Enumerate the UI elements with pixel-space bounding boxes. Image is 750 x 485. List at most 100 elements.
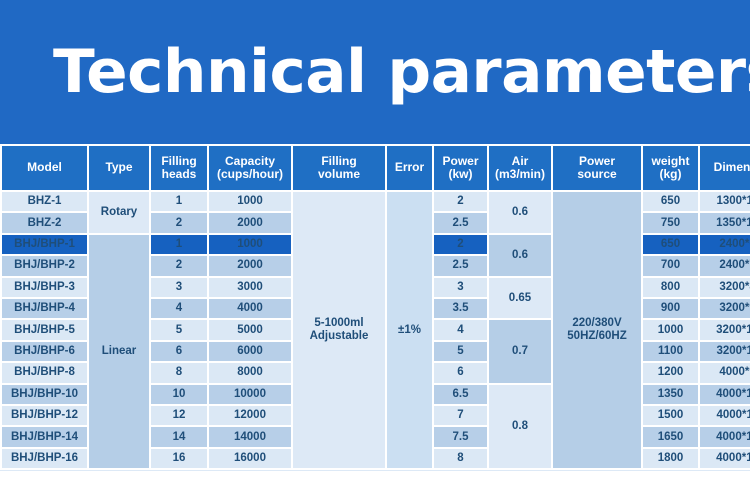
col-header-filling-volume: Filling volume [293,146,385,190]
bottom-white-strip [0,471,750,485]
col-header-type-label: Type [105,160,133,175]
cell-weight: 750 [643,213,698,233]
cell-model: BHJ/BHP-12 [2,405,87,426]
cell-weight: 900 [643,298,698,319]
col-header-weight-line2: (kg) [659,167,682,181]
cell-dimension: 4000*1100*1650 [700,405,750,426]
cell-dimension: 4000*1200*1650 [700,427,750,447]
cell-power: 4 [434,320,487,340]
cell-capacity: 14000 [209,427,291,447]
col-header-model: Model [2,146,87,190]
power-source-line2: 50HZ/60HZ [567,330,627,343]
cell-filling-volume: 5-1000ml Adjustable [293,192,385,469]
cell-model: BHJ/BHP-14 [2,427,87,447]
cell-weight: 650 [643,192,698,212]
cell-dimension: 1300*1140*1700 [700,192,750,212]
cell-capacity: 3000 [209,277,291,297]
cell-filling-heads: 1 [151,192,207,212]
cell-air: 0.6 [489,192,551,233]
cell-filling-heads: 14 [151,427,207,447]
cell-capacity: 1000 [209,234,291,255]
cell-filling-heads: 10 [151,384,207,404]
cell-model: BHZ-2 [2,213,87,233]
cell-power: 8 [434,448,487,469]
cell-power: 2 [434,234,487,255]
col-header-power-source-line2: source [577,167,617,181]
cell-capacity: 16000 [209,448,291,469]
cell-dimension: 2400*700*1700 [700,256,750,276]
col-header-dimension: Dimension(mm) [700,146,750,190]
col-header-dimension-label: Dimension(mm) [713,160,750,175]
cell-power-source: 220/380V 50HZ/60HZ [553,192,641,469]
table-row[interactable]: BHZ-1 Rotary 1 1000 5-1000ml Adjustable ±1% 2 0.… [2,192,750,469]
spec-table-container: Model Type Filling heads Capacity (cups/… [0,144,750,471]
cell-type-rotary: Rotary [89,192,149,233]
cell-capacity: 4000 [209,298,291,319]
col-header-filling-heads-line1: Filling [161,153,197,168]
cell-power: 6 [434,363,487,383]
col-header-filling-volume-line2: volume [317,167,360,181]
cell-error: ±1% [387,192,432,469]
cell-dimension: 4000*1300*1650 [700,448,750,469]
cell-power: 7 [434,405,487,426]
title-banner: Technical parameters [0,0,750,144]
cell-model: BHJ/BHP-3 [2,277,87,297]
cell-air: 0.7 [489,320,551,383]
col-header-error-label: Error [394,160,425,175]
cell-filling-heads: 16 [151,448,207,469]
cell-filling-heads: 1 [151,234,207,255]
filling-volume-line2: Adjustable [309,330,369,343]
col-header-type: Type [89,146,149,190]
col-header-capacity-line1: Capacity [224,153,276,168]
cell-capacity: 2000 [209,213,291,233]
cell-power: 2.5 [434,213,487,233]
cell-weight: 650 [643,234,698,255]
cell-model: BHJ/BHP-8 [2,363,87,383]
cell-power: 6.5 [434,384,487,404]
cell-capacity: 12000 [209,405,291,426]
cell-filling-heads: 2 [151,256,207,276]
cell-filling-heads: 2 [151,213,207,233]
cell-power: 3 [434,277,487,297]
col-header-filling-heads: Filling heads [151,146,207,190]
cell-capacity: 6000 [209,341,291,362]
cell-filling-heads: 4 [151,298,207,319]
col-header-power-source-line1: Power [578,153,615,168]
cell-model: BHZ-1 [2,192,87,212]
cell-filling-heads: 3 [151,277,207,297]
cell-dimension: 3200*800*1650 [700,277,750,297]
cell-model: BHJ/BHP-2 [2,256,87,276]
cell-model: BHJ/BHP-5 [2,320,87,340]
cell-model: BHJ/BHP-1 [2,234,87,255]
cell-capacity: 1000 [209,192,291,212]
cell-power: 5 [434,341,487,362]
cell-filling-heads: 8 [151,363,207,383]
cell-air: 0.65 [489,277,551,319]
col-header-air-line1: Air [511,153,529,168]
cell-filling-heads: 12 [151,405,207,426]
cell-dimension: 3200*1000*1650 [700,320,750,340]
cell-weight: 1500 [643,405,698,426]
cell-weight: 1800 [643,448,698,469]
cell-dimension: 4000*900*1650 [700,363,750,383]
cell-weight: 1000 [643,320,698,340]
col-header-filling-heads-line2: heads [161,167,197,181]
col-header-error: Error [387,146,432,190]
cell-model: BHJ/BHP-4 [2,298,87,319]
col-header-air: Air (m3/min) [489,146,551,190]
cell-type-linear: Linear [89,234,149,469]
cell-weight: 700 [643,256,698,276]
